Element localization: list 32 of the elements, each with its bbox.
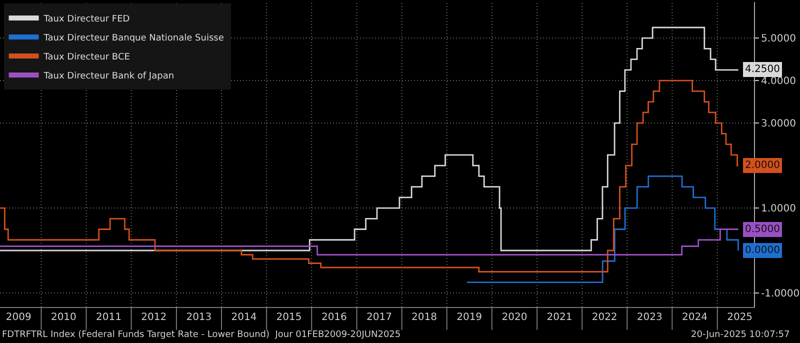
y-tick-label: 1.0000 [761, 204, 796, 215]
x-tick-label: 2017 [366, 312, 392, 323]
x-tick-label: 2018 [412, 312, 437, 323]
legend-label: Taux Directeur FED [42, 14, 130, 25]
y-tick-label: 5.0000 [761, 34, 796, 45]
x-tick-label: 2025 [727, 312, 753, 323]
x-tick-label: 2012 [141, 312, 167, 323]
annotation: 0.5000 [745, 224, 780, 235]
x-tick-label: 2023 [636, 312, 662, 323]
x-tick-label: 2015 [276, 312, 302, 323]
x-tick-label: 2024 [682, 312, 708, 323]
x-tick-label: 2016 [321, 312, 347, 323]
x-tick-label: 2010 [50, 312, 76, 323]
annotation: 0.0000 [745, 245, 780, 256]
y-tick-label: -1.0000 [761, 288, 800, 300]
text: FDTRFTRL Index (Federal Funds Target Rate - Lower Bound) Jour 01FEB2009-20JUN2025 [2, 330, 401, 340]
annotation: 2.0000 [745, 160, 780, 171]
legend-label: Taux Directeur Bank of Japan [42, 72, 174, 82]
y-tick-label: 3.0000 [761, 118, 796, 130]
annotation: 4.2500 [745, 64, 780, 75]
legend-label: Taux Directeur Banque Nationale Suisse [42, 34, 224, 44]
text: 20-Jun-2025 10:07:57 [691, 330, 790, 340]
x-tick-label: 2020 [502, 312, 528, 323]
x-tick-label: 2011 [96, 312, 122, 323]
x-tick-label: 2013 [186, 312, 212, 323]
y-tick-label: 4.0000 [761, 76, 796, 88]
legend-label: Taux Directeur BCE [42, 52, 130, 63]
x-tick-label: 2019 [456, 312, 482, 323]
x-tick-label: 2021 [546, 312, 572, 323]
x-tick-label: 2022 [592, 312, 618, 323]
x-tick-label: 2014 [231, 312, 257, 323]
x-tick-label: 2009 [6, 312, 32, 323]
